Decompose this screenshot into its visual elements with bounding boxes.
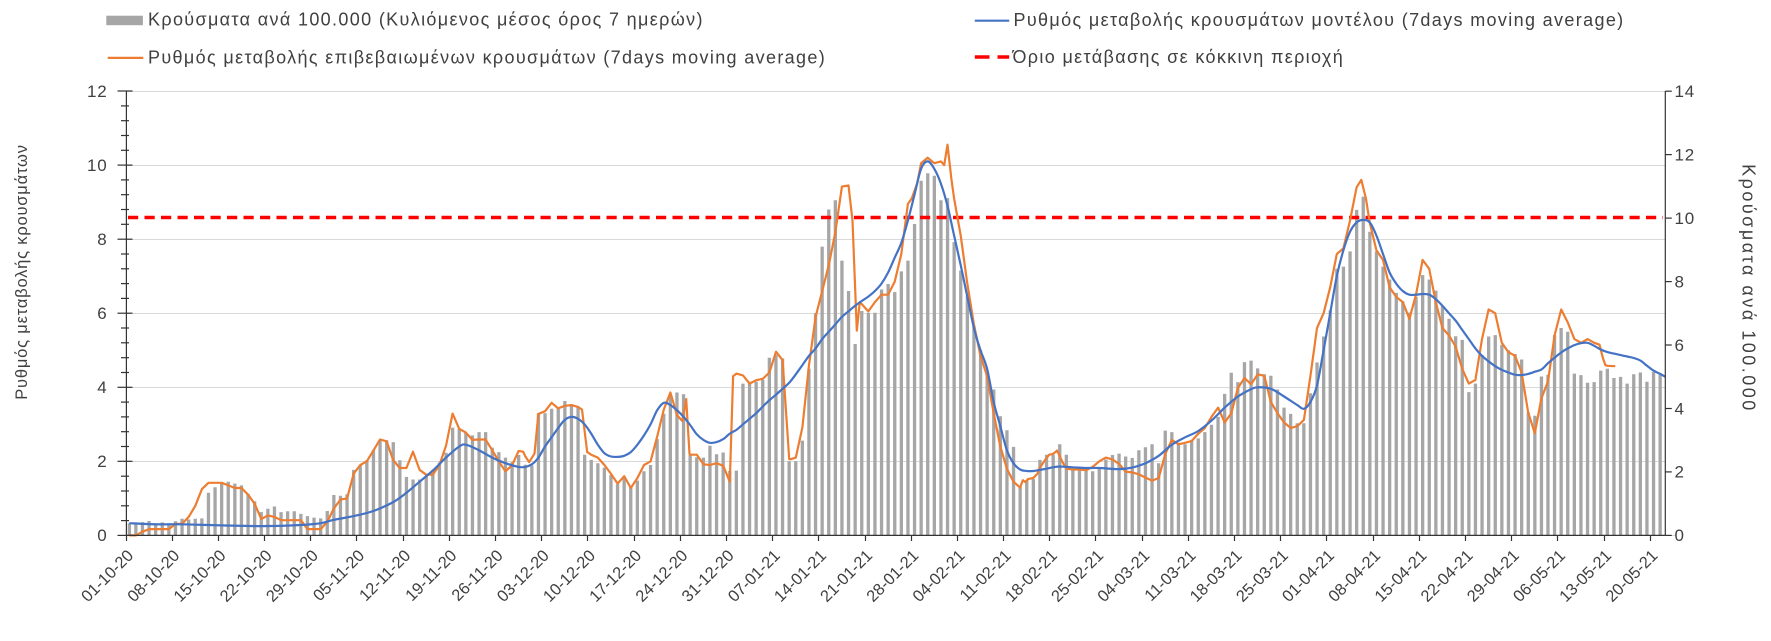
svg-text:6: 6: [97, 304, 107, 323]
svg-text:2: 2: [97, 452, 107, 471]
svg-text:Ρυθμός μεταβολής κρουσμάτων μο: Ρυθμός μεταβολής κρουσμάτων μοντέλου (7d…: [1014, 10, 1625, 30]
svg-text:4: 4: [1675, 399, 1685, 418]
svg-text:8: 8: [1675, 272, 1685, 291]
svg-text:0: 0: [97, 526, 107, 545]
svg-text:8: 8: [97, 230, 107, 249]
svg-text:Κρούσματα ανά 100.000: Κρούσματα ανά 100.000: [1739, 164, 1759, 413]
svg-text:6: 6: [1675, 336, 1685, 355]
svg-text:4: 4: [97, 378, 107, 397]
svg-text:Όριο μετάβασης σε κόκκινη περι: Όριο μετάβασης σε κόκκινη περιοχή: [1012, 47, 1345, 67]
svg-text:0: 0: [1675, 526, 1685, 545]
svg-text:14: 14: [1675, 82, 1696, 101]
svg-text:12: 12: [87, 82, 108, 101]
svg-text:2: 2: [1675, 463, 1685, 482]
svg-text:Ρυθμός μεταβολής επιβεβαιωμένω: Ρυθμός μεταβολής επιβεβαιωμένων κρουσμάτ…: [148, 48, 826, 68]
svg-text:10: 10: [1675, 209, 1696, 228]
svg-text:Ρυθμός μεταβολής κρουσμάτων: Ρυθμός μεταβολής κρουσμάτων: [13, 144, 31, 400]
svg-text:12: 12: [1675, 145, 1696, 164]
svg-text:10: 10: [87, 156, 108, 175]
svg-text:Κρούσματα ανά 100.000 (Κυλιόμε: Κρούσματα ανά 100.000 (Κυλιόμενος μέσος …: [148, 10, 704, 30]
